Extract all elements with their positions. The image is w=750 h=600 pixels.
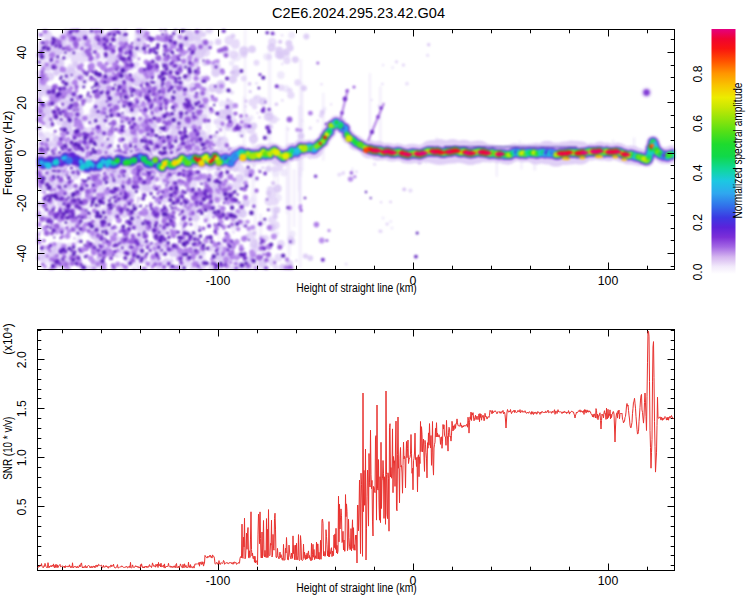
svg-text:Frequency (Hz): Frequency (Hz) [1, 111, 15, 196]
svg-text:C2E6.2024.295.23.42.G04: C2E6.2024.295.23.42.G04 [272, 5, 445, 21]
svg-text:0.2: 0.2 [691, 214, 705, 231]
svg-text:0: 0 [15, 149, 29, 156]
svg-text:Height of straight line (km): Height of straight line (km) [296, 281, 417, 295]
svg-text:0.5: 0.5 [15, 498, 29, 515]
svg-text:Normalized spectral amplitude: Normalized spectral amplitude [731, 82, 745, 218]
svg-text:(x10⁴): (x10⁴) [1, 323, 15, 355]
svg-text:100: 100 [598, 274, 619, 288]
svg-text:0.8: 0.8 [691, 65, 705, 82]
svg-text:0.6: 0.6 [691, 115, 705, 132]
svg-text:SNR (10 * v/v): SNR (10 * v/v) [1, 417, 15, 480]
svg-text:1.5: 1.5 [15, 400, 29, 417]
svg-text:100: 100 [598, 574, 619, 588]
svg-text:0.4: 0.4 [691, 164, 705, 181]
svg-text:20: 20 [15, 96, 29, 110]
svg-text:-100: -100 [206, 574, 231, 588]
svg-text:0.0: 0.0 [691, 263, 705, 280]
svg-text:-20: -20 [15, 194, 29, 212]
svg-text:1.0: 1.0 [15, 449, 29, 466]
svg-text:40: 40 [15, 46, 29, 60]
svg-text:-40: -40 [15, 244, 29, 262]
svg-text:-100: -100 [206, 274, 231, 288]
svg-text:Height of straight line (km): Height of straight line (km) [296, 581, 417, 595]
svg-text:2.0: 2.0 [15, 351, 29, 368]
